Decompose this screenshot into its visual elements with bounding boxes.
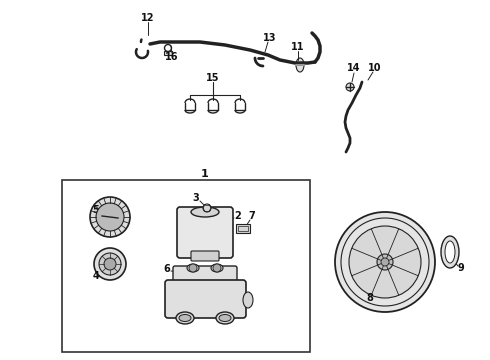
Ellipse shape <box>187 264 199 272</box>
Ellipse shape <box>445 241 455 263</box>
Circle shape <box>213 264 221 272</box>
Circle shape <box>94 248 126 280</box>
Text: 11: 11 <box>291 42 305 52</box>
Text: 2: 2 <box>235 211 242 221</box>
Ellipse shape <box>216 312 234 324</box>
Ellipse shape <box>441 236 459 268</box>
Bar <box>62 180 310 352</box>
Text: 4: 4 <box>93 271 99 281</box>
Text: 3: 3 <box>193 193 199 203</box>
Circle shape <box>381 258 389 266</box>
Ellipse shape <box>211 264 223 272</box>
Text: 16: 16 <box>165 52 179 62</box>
FancyBboxPatch shape <box>165 280 246 318</box>
Text: 6: 6 <box>164 264 171 274</box>
Text: 5: 5 <box>93 205 99 215</box>
Circle shape <box>346 83 354 91</box>
Text: 9: 9 <box>458 263 465 273</box>
Circle shape <box>104 258 116 270</box>
Text: 1: 1 <box>201 169 209 179</box>
Circle shape <box>349 226 421 298</box>
FancyBboxPatch shape <box>177 207 233 258</box>
Circle shape <box>96 203 124 231</box>
Bar <box>238 226 248 231</box>
Circle shape <box>335 212 435 312</box>
Ellipse shape <box>296 58 304 72</box>
Ellipse shape <box>179 315 191 321</box>
Ellipse shape <box>243 292 253 308</box>
Circle shape <box>203 204 211 212</box>
Circle shape <box>90 197 130 237</box>
Text: 15: 15 <box>206 73 220 83</box>
Circle shape <box>99 253 121 275</box>
Text: 12: 12 <box>141 13 155 23</box>
Bar <box>236 224 250 233</box>
Text: 8: 8 <box>367 293 373 303</box>
Ellipse shape <box>219 315 231 321</box>
Text: 7: 7 <box>248 211 255 221</box>
Ellipse shape <box>176 312 194 324</box>
Text: 13: 13 <box>263 33 277 43</box>
Text: 14: 14 <box>347 63 361 73</box>
Ellipse shape <box>191 207 219 217</box>
FancyBboxPatch shape <box>191 251 219 261</box>
Bar <box>164 51 172 55</box>
FancyBboxPatch shape <box>173 266 237 286</box>
Text: 10: 10 <box>368 63 382 73</box>
Circle shape <box>189 264 197 272</box>
Circle shape <box>377 254 393 270</box>
